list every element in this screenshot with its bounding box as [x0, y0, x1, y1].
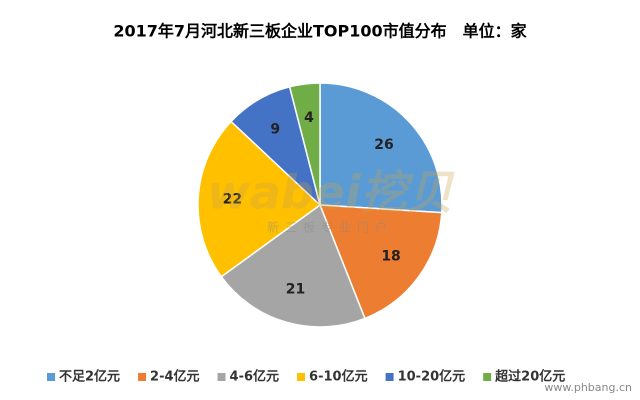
watermark-tagline: 新三板专业门户 — [267, 220, 393, 235]
legend-swatch — [297, 373, 306, 381]
chart-title: 2017年7月河北新三板企业TOP100市值分布 单位：家 — [113, 22, 527, 41]
legend-swatch — [483, 373, 492, 381]
legend-swatch — [47, 373, 55, 381]
legend-swatch — [217, 373, 226, 381]
data-label: 21 — [286, 281, 305, 297]
data-label: 9 — [270, 121, 280, 137]
data-label: 18 — [381, 249, 400, 265]
pie-slice — [220, 203, 366, 328]
legend-swatch — [138, 373, 147, 381]
watermark-site: www.phbang.cn — [544, 381, 632, 394]
watermark-logo: wabei挖贝 — [207, 166, 455, 220]
data-label: 22 — [223, 191, 242, 207]
pie: 26 18 21 22 9 4 — [197, 82, 443, 328]
pie-slice — [319, 82, 443, 214]
data-label: 26 — [374, 137, 393, 153]
legend: 不足2亿元 2-4亿元 4-6亿元 6-10亿元 10-20亿元 超过20亿元 — [47, 369, 565, 385]
legend-label: 不足2亿元 — [59, 369, 120, 385]
legend-label: 4-6亿元 — [230, 369, 280, 385]
legend-label: 超过20亿元 — [495, 369, 565, 385]
pie-slice — [197, 120, 322, 278]
data-label: 4 — [304, 110, 314, 126]
legend-label: 10-20亿元 — [398, 369, 466, 385]
pie-slice — [318, 204, 443, 320]
legend-label: 6-10亿元 — [309, 369, 368, 385]
legend-label: 2-4亿元 — [150, 369, 200, 385]
pie-slice — [288, 82, 321, 206]
legend-swatch — [385, 373, 394, 381]
